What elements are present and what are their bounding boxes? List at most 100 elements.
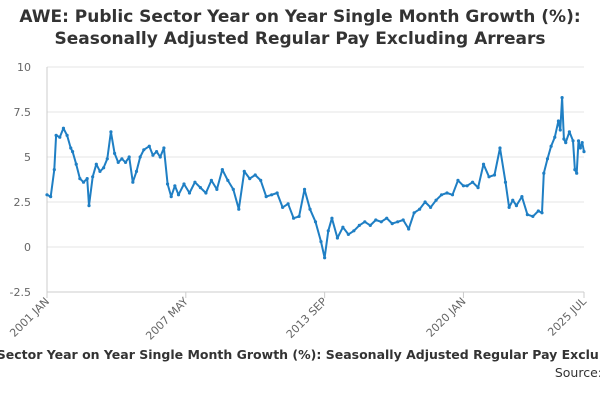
data-point bbox=[58, 135, 62, 139]
data-point bbox=[142, 148, 146, 152]
data-point bbox=[503, 180, 508, 184]
data-point bbox=[81, 180, 86, 184]
source-label: Source: bbox=[554, 365, 600, 380]
data-point bbox=[525, 213, 529, 217]
data-point bbox=[182, 182, 186, 186]
data-point bbox=[582, 150, 586, 154]
data-point bbox=[476, 186, 480, 190]
data-point bbox=[507, 205, 511, 209]
data-point bbox=[176, 193, 181, 197]
data-point bbox=[147, 144, 151, 148]
data-point bbox=[540, 211, 544, 215]
data-point bbox=[573, 168, 577, 172]
data-point bbox=[481, 162, 486, 166]
data-point bbox=[556, 119, 561, 123]
data-point bbox=[313, 220, 318, 224]
data-point bbox=[105, 157, 109, 161]
data-point bbox=[226, 178, 230, 182]
data-point bbox=[120, 157, 124, 161]
data-point bbox=[259, 178, 263, 182]
data-point bbox=[487, 175, 491, 179]
y-tick-label: 5 bbox=[24, 151, 31, 164]
data-point bbox=[434, 198, 438, 202]
x-tick-label: 2025 JUL bbox=[545, 294, 589, 338]
data-point bbox=[204, 191, 208, 195]
data-point bbox=[341, 225, 345, 229]
data-point bbox=[209, 178, 213, 182]
data-point bbox=[158, 155, 162, 159]
x-tick-label: 2007 MAY bbox=[143, 295, 191, 343]
data-point bbox=[70, 150, 75, 154]
data-point bbox=[456, 178, 460, 182]
data-point bbox=[302, 187, 307, 191]
legend: c Sector Year on Year Single Month Growt… bbox=[0, 347, 600, 387]
data-point bbox=[85, 177, 89, 181]
data-point bbox=[198, 186, 203, 190]
data-point bbox=[112, 151, 117, 155]
y-tick-label: 7.5 bbox=[14, 106, 32, 119]
data-point bbox=[520, 195, 524, 199]
data-point bbox=[567, 130, 571, 134]
data-point bbox=[450, 193, 455, 197]
data-point bbox=[69, 146, 73, 150]
data-point bbox=[428, 205, 433, 209]
data-point bbox=[401, 218, 405, 222]
data-point bbox=[545, 157, 550, 161]
data-point bbox=[286, 202, 290, 206]
data-point bbox=[131, 180, 135, 184]
data-point bbox=[169, 195, 173, 199]
data-point bbox=[571, 139, 575, 143]
data-point bbox=[173, 184, 177, 188]
data-point bbox=[407, 227, 411, 231]
x-tick-labels: 2001 JAN 2007 MAY 2013 SEP 2020 JAN 2025 JUL bbox=[7, 294, 589, 342]
data-point bbox=[549, 144, 553, 148]
data-point bbox=[514, 204, 519, 208]
series-line bbox=[46, 96, 585, 259]
data-point bbox=[558, 128, 562, 132]
data-point bbox=[116, 160, 120, 164]
data-point bbox=[61, 126, 66, 130]
gridlines bbox=[47, 66, 584, 293]
data-point bbox=[465, 184, 469, 188]
data-point bbox=[45, 193, 49, 197]
data-point bbox=[127, 155, 131, 159]
data-point bbox=[412, 211, 416, 215]
x-tick-label: 2013 SEP bbox=[284, 295, 330, 341]
data-point bbox=[91, 175, 95, 179]
x-tick-label: 2020 JAN bbox=[424, 295, 469, 340]
data-point bbox=[396, 220, 400, 224]
data-point bbox=[374, 218, 378, 222]
data-point bbox=[65, 133, 69, 137]
y-tick-label: 10 bbox=[17, 61, 31, 74]
data-point bbox=[352, 229, 356, 233]
data-point bbox=[575, 171, 579, 175]
data-point bbox=[323, 256, 327, 260]
data-point bbox=[580, 141, 584, 145]
data-point bbox=[291, 216, 296, 220]
y-tick-label: 2.5 bbox=[14, 196, 32, 209]
data-point bbox=[297, 214, 301, 218]
data-point bbox=[308, 207, 312, 211]
data-point bbox=[553, 135, 557, 139]
data-point bbox=[242, 169, 246, 173]
data-point bbox=[498, 146, 502, 150]
data-point bbox=[564, 141, 568, 145]
data-point bbox=[98, 169, 102, 173]
data-point bbox=[264, 195, 268, 199]
data-point bbox=[346, 232, 350, 236]
legend-series-label: c Sector Year on Year Single Month Growt… bbox=[0, 347, 599, 362]
data-point bbox=[94, 162, 98, 166]
data-point bbox=[330, 216, 334, 220]
data-point bbox=[109, 130, 113, 134]
data-point bbox=[492, 173, 497, 177]
data-point bbox=[562, 137, 566, 141]
data-point bbox=[54, 133, 58, 137]
data-point bbox=[357, 223, 361, 227]
data-point bbox=[248, 177, 252, 181]
data-point bbox=[560, 96, 564, 100]
data-point bbox=[319, 240, 323, 244]
data-point bbox=[165, 182, 170, 186]
data-point bbox=[418, 207, 422, 211]
chart-title: AWE: Public Sector Year on Year Single M… bbox=[0, 6, 600, 50]
